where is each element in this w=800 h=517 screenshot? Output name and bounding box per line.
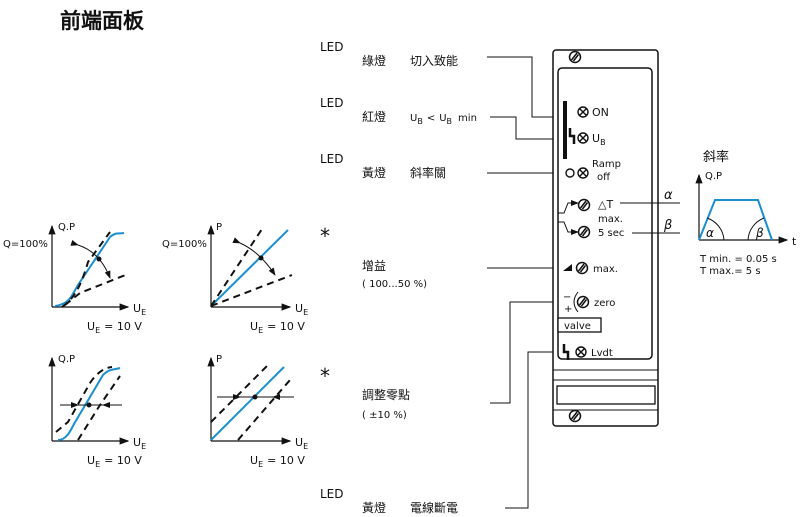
lamp-ub-icon (577, 132, 589, 144)
svg-text:UE: UE (295, 436, 308, 451)
svg-text:UE: UE (295, 302, 308, 317)
svg-text:valve: valve (564, 321, 591, 332)
led-yellow-wire-label: LED 黃燈 電線斷電 (320, 487, 458, 515)
led-yellow-ramp-label: LED 黃燈 斜率關 (320, 152, 446, 180)
svg-text:電線斷電: 電線斷電 (410, 500, 458, 515)
leader-lines (487, 56, 560, 509)
graph-zero-qp: Q.P UE UE = 10 V (48, 354, 146, 469)
lvdt-lightning-icon (562, 344, 570, 360)
ramp-off-icon (565, 168, 575, 178)
led-red-label: LED 紅燈 UB < UB min (320, 96, 477, 126)
graph-gain-qp: Q=100% Q.P UE UE = 10 V (3, 222, 146, 335)
valve-box (557, 317, 602, 333)
svg-text:Q.P: Q.P (58, 354, 75, 365)
svg-text:△T: △T (598, 198, 613, 211)
svg-text:Q.P: Q.P (58, 222, 75, 233)
svg-text:LED: LED (320, 487, 344, 501)
svg-text:( 100...50 %): ( 100...50 %) (362, 279, 427, 290)
page-title: 前端面板 (60, 9, 145, 33)
lamp-lvdt-icon (575, 346, 587, 358)
svg-text:黃燈: 黃燈 (362, 500, 386, 515)
svg-text:T max.= 5 s: T max.= 5 s (699, 266, 761, 277)
svg-text:黃燈: 黃燈 (362, 165, 386, 180)
asterisk-zero: * (320, 364, 330, 388)
zero-label: 調整零點 ( ±10 %) (362, 387, 410, 421)
svg-text:P: P (216, 354, 222, 365)
lightning-icon (568, 128, 576, 144)
svg-text:t: t (792, 235, 797, 248)
svg-text:zero: zero (594, 298, 615, 309)
svg-text:max.: max. (598, 214, 623, 225)
svg-text:UE= 10 V: UE = 10 V (250, 320, 305, 335)
led-bar-icon (563, 101, 567, 159)
gain-screw-icon (575, 261, 589, 275)
bottom-screw-icon (568, 409, 582, 423)
svg-text:α: α (706, 226, 714, 240)
svg-text:綠燈: 綠燈 (362, 53, 386, 68)
svg-text:Q.P: Q.P (705, 171, 722, 182)
ramp-up-screw-icon (577, 198, 591, 212)
svg-text:α: α (664, 188, 673, 203)
svg-text:max.: max. (593, 264, 618, 275)
ramp-down-screw-icon (577, 225, 591, 239)
svg-text:+: + (564, 304, 572, 315)
svg-text:調整零點: 調整零點 (362, 387, 410, 402)
svg-text:Lvdt: Lvdt (591, 348, 613, 359)
svg-text:ON: ON (592, 106, 609, 119)
svg-text:UE: UE (133, 436, 146, 451)
svg-text:5 sec: 5 sec (598, 228, 624, 239)
graph-gain-p: Q=100% P UE UE = 10 V (162, 222, 308, 335)
svg-text:( ±10 %): ( ±10 %) (362, 410, 407, 421)
svg-text:斜率: 斜率 (703, 149, 729, 165)
led-green-label: LED 綠燈 切入致能 (320, 40, 458, 68)
lamp-on-icon (577, 106, 589, 118)
zero-screw-icon (576, 295, 590, 309)
gain-wedge-icon (563, 264, 572, 271)
svg-text:紅燈: 紅燈 (362, 109, 386, 124)
svg-text:LED: LED (320, 96, 344, 110)
svg-text:β: β (755, 226, 764, 240)
gain-label: 增益 ( 100...50 %) (362, 259, 427, 290)
svg-text:off: off (597, 172, 611, 183)
svg-text:Ramp: Ramp (592, 159, 621, 170)
svg-text:β: β (663, 218, 672, 233)
svg-text:UE: UE (133, 302, 146, 317)
svg-text:Q=100%: Q=100% (162, 239, 207, 250)
svg-text:切入致能: 切入致能 (410, 54, 458, 68)
svg-text:UE= 10 V: UE = 10 V (87, 320, 142, 335)
svg-text:增益: 增益 (362, 259, 386, 273)
ramp-chart: α β 斜率 Q.P t α β T min. = 0.05 s T max.=… (620, 149, 797, 277)
asterisk-gain: * (320, 224, 330, 248)
front-panel: ON UB Ramp off △T max. 5 sec max. − + ze… (552, 49, 659, 427)
graph-zero-p: P UE UE = 10 V (207, 354, 308, 469)
svg-text:T min. = 0.05 s: T min. = 0.05 s (699, 254, 777, 265)
top-screw-icon (568, 50, 582, 64)
lamp-ramp-icon (577, 167, 589, 179)
svg-text:UE= 10 V: UE = 10 V (250, 454, 305, 469)
svg-text:斜率關: 斜率關 (410, 165, 446, 180)
svg-text:LED: LED (320, 40, 344, 54)
svg-text:−: − (563, 292, 571, 303)
svg-text:UE= 10 V: UE = 10 V (87, 454, 142, 469)
svg-text:P: P (216, 222, 222, 233)
svg-text:LED: LED (320, 152, 344, 166)
svg-text:Q=100%: Q=100% (3, 239, 48, 250)
svg-text:UB: UB (592, 132, 606, 147)
